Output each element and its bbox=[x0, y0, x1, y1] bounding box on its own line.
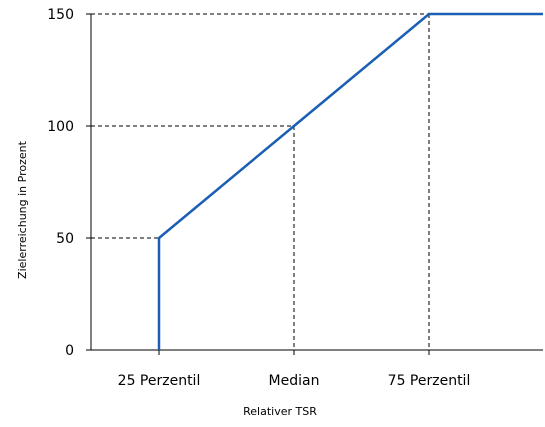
y-tick-label: 150 bbox=[47, 7, 74, 23]
axes bbox=[90, 14, 543, 351]
series-line bbox=[157, 12, 543, 350]
x-tick-label: 25 Perzentil bbox=[118, 373, 201, 389]
y-ticks: 0 50 100 150 bbox=[47, 7, 91, 359]
series bbox=[157, 12, 543, 350]
x-ticks: 25 Perzentil Median 75 Perzentil bbox=[118, 350, 471, 389]
x-axis-title: Relativer TSR bbox=[243, 405, 317, 418]
y-axis-title: Zielerreichung in Prozent bbox=[16, 140, 29, 279]
y-tick-label: 100 bbox=[47, 119, 74, 135]
reference-lines bbox=[91, 13, 430, 351]
x-tick-label: Median bbox=[269, 373, 320, 389]
y-tick-label: 50 bbox=[56, 231, 74, 247]
x-tick-label: 75 Perzentil bbox=[388, 373, 471, 389]
y-tick-label: 0 bbox=[65, 343, 74, 359]
